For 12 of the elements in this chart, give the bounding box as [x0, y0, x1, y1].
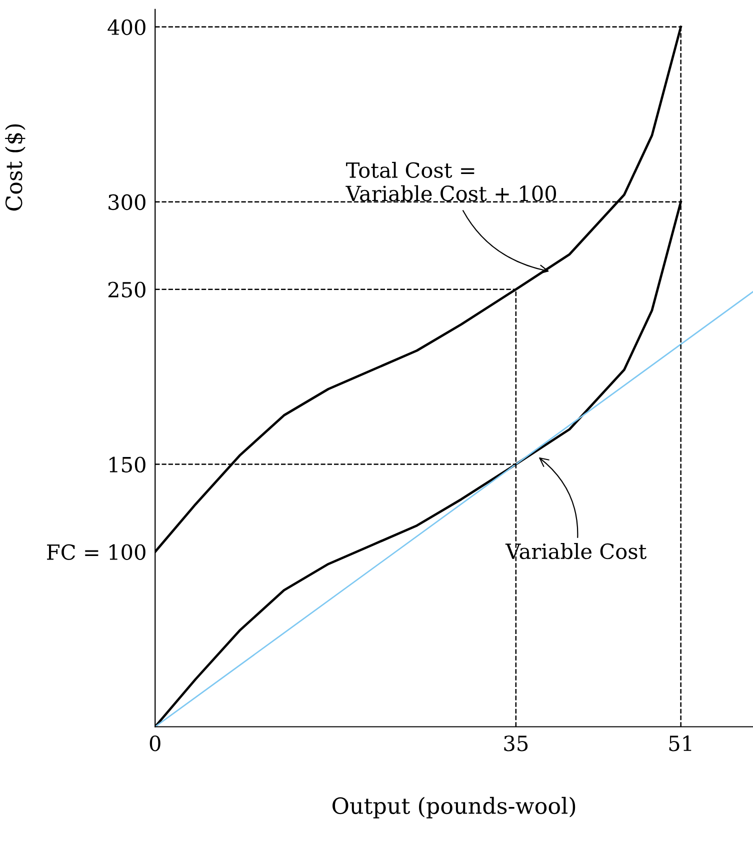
x-tick-label: 51 [669, 735, 692, 752]
y-tick-label: 150 [110, 456, 146, 473]
x-axis-title: Output (pounds-wool) [332, 796, 576, 818]
y-tick-label: FC = 100 [47, 544, 146, 560]
y-tick-label: 300 [108, 194, 146, 210]
x-tick-label: 35 [504, 735, 528, 752]
y-axis-title: Cost ($) [5, 124, 26, 211]
y-tick-label: 250 [108, 282, 146, 298]
x-tick-label: 0 [150, 735, 160, 752]
annotation: Variable Cost [505, 543, 647, 560]
y-tick-label: 400 [108, 19, 146, 36]
annotation: Total Cost = Variable Cost + 100 [346, 162, 556, 202]
